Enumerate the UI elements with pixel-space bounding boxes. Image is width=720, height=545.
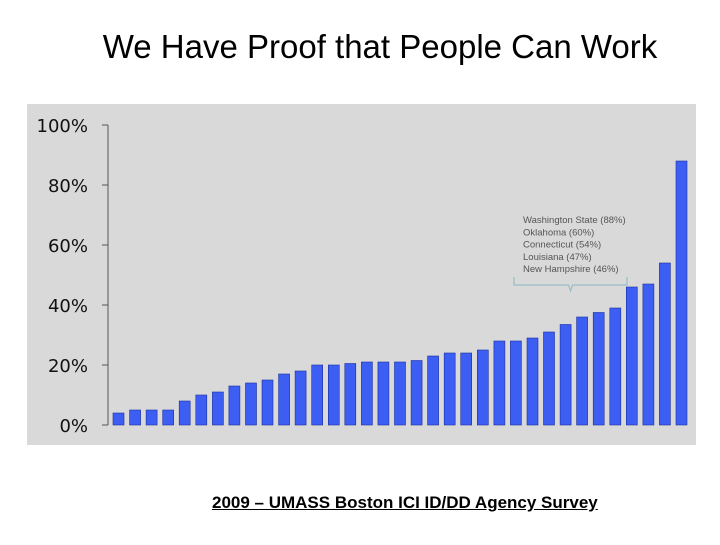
y-tick-label: 60% — [48, 236, 88, 257]
page-title: We Have Proof that People Can Work — [102, 28, 658, 65]
bar — [493, 340, 506, 426]
annotation-line: Washington State (88%) — [523, 215, 626, 226]
y-tick-label: 0% — [59, 416, 88, 437]
bar — [659, 262, 671, 426]
bar — [344, 363, 357, 426]
annotation-line: Oklahoma (60%) — [523, 227, 594, 238]
bar — [195, 394, 208, 426]
bar — [543, 331, 555, 426]
bar — [609, 307, 622, 426]
y-tick-label: 100% — [37, 116, 88, 137]
bar — [394, 361, 406, 426]
y-tick-label: 80% — [48, 176, 88, 197]
bar — [592, 312, 605, 426]
bar — [311, 364, 324, 426]
bar — [625, 286, 638, 426]
bar — [245, 382, 257, 426]
bar — [377, 361, 390, 426]
bar — [178, 400, 191, 426]
annotation-line: Connecticut (54%) — [523, 240, 601, 251]
bar — [642, 283, 655, 426]
bar — [112, 412, 125, 426]
bar — [427, 355, 439, 426]
bar — [261, 379, 274, 426]
bar — [675, 160, 688, 426]
bar — [162, 409, 174, 426]
bar — [278, 373, 290, 426]
bar — [294, 370, 307, 426]
bar — [129, 409, 141, 426]
bar — [443, 352, 456, 426]
bar — [476, 349, 489, 426]
source-footer: 2009 – UMASS Boston ICI ID/DD Agency Sur… — [212, 493, 598, 512]
y-tick-label: 40% — [48, 296, 88, 317]
annotation-line: New Hampshire (46%) — [523, 264, 619, 275]
y-ticks: 0% 20% 40% 60% 80% 100% — [37, 116, 108, 437]
bars — [112, 160, 688, 426]
annotation-bracket — [513, 277, 628, 293]
bar — [559, 324, 572, 426]
bar — [526, 337, 539, 426]
bar — [228, 385, 241, 426]
bar — [361, 361, 373, 426]
y-tick-label: 20% — [48, 356, 88, 377]
bar — [212, 391, 224, 426]
annotation-line: Louisiana (47%) — [523, 252, 592, 263]
bar — [460, 352, 473, 426]
bar — [510, 340, 522, 426]
bar — [145, 409, 158, 426]
annotation: Washington State (88%)Oklahoma (60%) Conn… — [513, 215, 628, 293]
bar — [576, 316, 588, 426]
bar — [327, 364, 340, 426]
bar — [410, 360, 423, 426]
